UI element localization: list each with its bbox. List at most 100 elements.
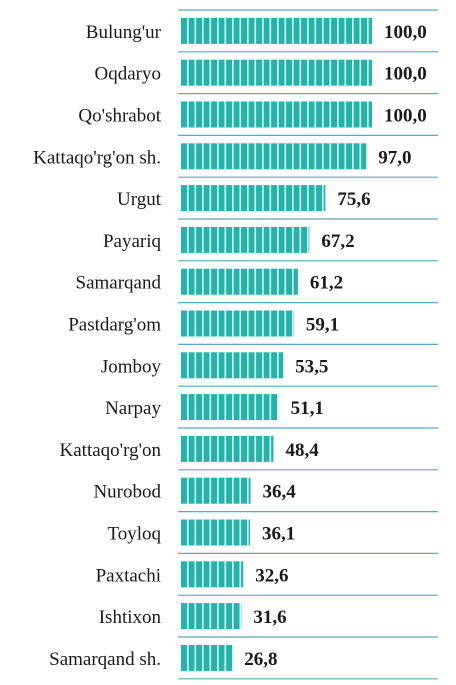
value-label: 100,0 bbox=[384, 64, 427, 85]
bar-stripe bbox=[269, 435, 272, 462]
category-label: Urgut bbox=[117, 189, 162, 210]
bar-stripe bbox=[194, 226, 197, 253]
bar bbox=[181, 394, 279, 421]
bar-stripe bbox=[254, 394, 257, 421]
bar-stripe bbox=[344, 143, 347, 170]
bar-stripe bbox=[217, 143, 219, 170]
bar-stripe bbox=[232, 101, 234, 128]
bar-stripe bbox=[224, 435, 227, 462]
bar-stripe bbox=[239, 519, 242, 546]
category-label: Kattaqo'rg'on bbox=[60, 440, 162, 461]
bar-stripe bbox=[209, 352, 212, 379]
bar-fill bbox=[181, 185, 326, 212]
bar-stripe bbox=[187, 143, 189, 170]
bar-stripe bbox=[247, 310, 249, 337]
bar-stripe bbox=[209, 477, 212, 504]
bar-stripe bbox=[224, 226, 227, 253]
bar-stripe bbox=[277, 185, 279, 212]
bar-stripe bbox=[292, 185, 294, 212]
bar-stripe bbox=[269, 352, 272, 379]
bar-stripe bbox=[322, 185, 324, 212]
bar-stripe bbox=[359, 143, 362, 170]
bar-fill bbox=[181, 226, 310, 253]
bar-stripe bbox=[292, 17, 294, 44]
bar-stripe bbox=[329, 143, 332, 170]
bar-stripe bbox=[262, 352, 264, 379]
bar-stripe bbox=[299, 185, 302, 212]
bar-stripe bbox=[284, 268, 287, 295]
bar-stripe bbox=[247, 394, 249, 421]
bar-stripe bbox=[239, 352, 242, 379]
bar-stripe bbox=[217, 226, 219, 253]
bar-stripe bbox=[344, 101, 347, 128]
bar-stripe bbox=[217, 561, 219, 588]
bar-stripe bbox=[194, 435, 197, 462]
bar-stripe bbox=[202, 394, 204, 421]
value-label: 59,1 bbox=[306, 315, 339, 336]
bar-stripe bbox=[269, 310, 272, 337]
bar-stripe bbox=[187, 352, 189, 379]
bar-stripe bbox=[187, 477, 189, 504]
bar-stripe bbox=[277, 310, 279, 337]
bar-stripe bbox=[209, 59, 212, 86]
bar-stripe bbox=[187, 17, 189, 44]
bar-stripe bbox=[247, 435, 249, 462]
bar-stripe bbox=[232, 310, 234, 337]
value-labels: 100,0 100,0 100,0 97,0 75,6 67,2 61,2 59,1 53,5 5… bbox=[244, 22, 427, 670]
bar-fill bbox=[181, 268, 298, 295]
bar-stripe bbox=[247, 143, 249, 170]
bar-stripe bbox=[187, 394, 189, 421]
bar-stripe bbox=[202, 561, 204, 588]
bar-stripe bbox=[254, 185, 257, 212]
bar-stripe bbox=[202, 59, 204, 86]
bar-stripe bbox=[224, 268, 227, 295]
bar-stripe bbox=[299, 226, 302, 253]
bar-stripe bbox=[224, 310, 227, 337]
bar-stripe bbox=[194, 310, 197, 337]
bar-fill bbox=[181, 59, 372, 86]
bar-stripe bbox=[224, 185, 227, 212]
bar-stripe bbox=[322, 59, 324, 86]
bar-stripe bbox=[277, 268, 279, 295]
bar-stripe bbox=[239, 603, 242, 630]
bars bbox=[181, 17, 372, 671]
bar-stripe bbox=[367, 59, 369, 86]
category-label: Samarqand bbox=[76, 273, 162, 294]
bar-stripe bbox=[292, 310, 294, 337]
bar-stripe bbox=[247, 226, 249, 253]
category-label: Qo'shrabot bbox=[78, 106, 161, 127]
bar-stripe bbox=[254, 226, 257, 253]
bar-stripe bbox=[269, 268, 272, 295]
category-label: Paxtachi bbox=[96, 565, 161, 586]
bar bbox=[181, 226, 310, 253]
category-label: Jomboy bbox=[101, 356, 162, 377]
bar-fill bbox=[181, 561, 244, 588]
bar-stripe bbox=[209, 561, 212, 588]
bar-stripe bbox=[262, 17, 264, 44]
bar-stripe bbox=[187, 185, 189, 212]
bar-stripe bbox=[194, 519, 197, 546]
bar-stripe bbox=[239, 143, 242, 170]
bar-stripe bbox=[359, 17, 362, 44]
bar-stripe bbox=[247, 185, 249, 212]
bar bbox=[181, 352, 284, 379]
bar-stripe bbox=[239, 561, 242, 588]
bar-stripe bbox=[209, 185, 212, 212]
bar-stripe bbox=[337, 59, 339, 86]
bar-stripe bbox=[247, 59, 249, 86]
bar-stripe bbox=[202, 477, 204, 504]
bar-stripe bbox=[224, 519, 227, 546]
bar-stripe bbox=[202, 17, 204, 44]
bar-stripe bbox=[277, 59, 279, 86]
value-label: 97,0 bbox=[378, 147, 411, 168]
bar-stripe bbox=[262, 268, 264, 295]
bar-stripe bbox=[337, 17, 339, 44]
bar-stripe bbox=[232, 17, 234, 44]
bar-stripe bbox=[209, 435, 212, 462]
value-label: 36,4 bbox=[263, 482, 297, 503]
bar-stripe bbox=[194, 644, 197, 671]
bar-stripe bbox=[284, 310, 287, 337]
bar-stripe bbox=[254, 101, 257, 128]
bar-stripe bbox=[187, 310, 189, 337]
